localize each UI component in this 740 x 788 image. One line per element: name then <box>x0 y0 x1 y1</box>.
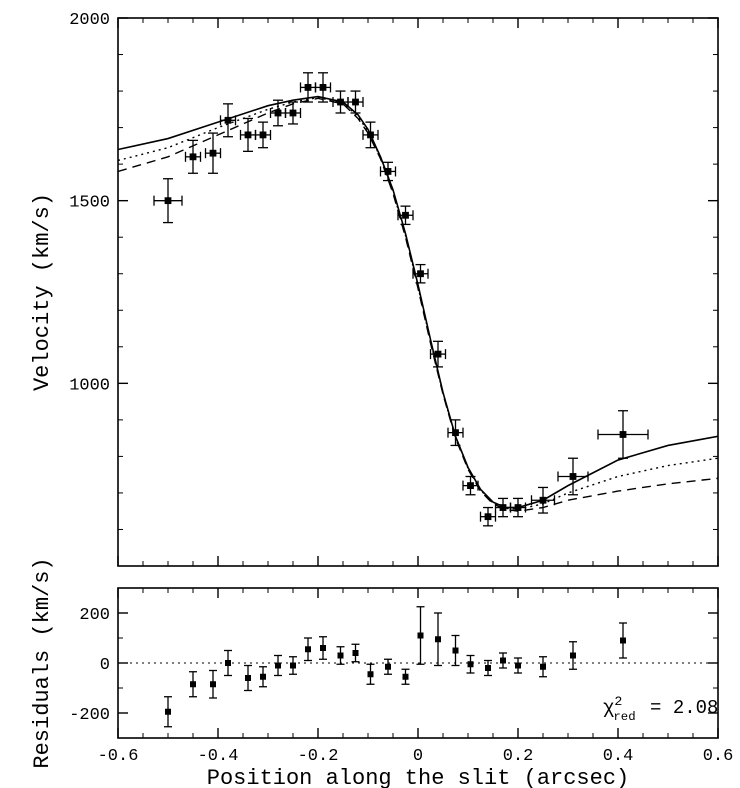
svg-text:-0.6: -0.6 <box>98 747 139 766</box>
velocity-residuals-figure: 100015002000Velocity (km/s)-0.6-0.4-0.20… <box>0 0 740 788</box>
svg-text:0.4: 0.4 <box>603 747 634 766</box>
svg-text:0.2: 0.2 <box>503 747 534 766</box>
svg-text:0.6: 0.6 <box>703 747 734 766</box>
svg-text:0: 0 <box>100 656 110 675</box>
svg-text:Velocity (km/s): Velocity (km/s) <box>30 193 55 391</box>
svg-text:-0.4: -0.4 <box>198 747 239 766</box>
svg-text:1000: 1000 <box>69 376 110 395</box>
svg-text:Position along the slit (arcse: Position along the slit (arcsec) <box>207 766 629 788</box>
svg-text:-0.2: -0.2 <box>298 747 339 766</box>
svg-text:200: 200 <box>79 606 110 625</box>
svg-text:-200: -200 <box>69 706 110 725</box>
svg-text:2000: 2000 <box>69 11 110 30</box>
svg-text:0: 0 <box>413 747 423 766</box>
svg-text:1500: 1500 <box>69 194 110 213</box>
svg-text:Residuals (km/s): Residuals (km/s) <box>30 557 55 768</box>
